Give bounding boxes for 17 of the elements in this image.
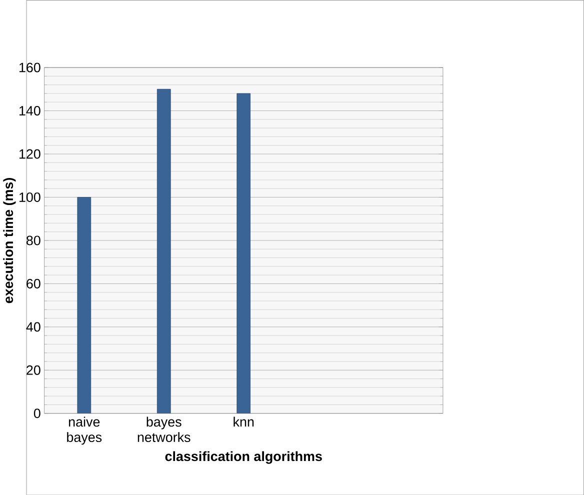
y-tick-label: 100 — [19, 192, 40, 202]
y-tick-label: 120 — [19, 149, 40, 159]
y-tick-label: 60 — [26, 278, 40, 288]
y-tick-label: 140 — [19, 106, 40, 116]
y-tick-label: 80 — [26, 236, 40, 246]
y-axis-title: execution time (ms) — [3, 178, 16, 303]
y-tick-label: 40 — [26, 322, 40, 332]
x-tick-label: bayes networks — [138, 416, 190, 442]
bar — [156, 88, 171, 414]
y-tick-label: 160 — [19, 62, 40, 72]
y-tick-label: 20 — [26, 365, 40, 375]
bar — [77, 196, 92, 414]
x-axis-title: classification algorithms — [165, 451, 322, 464]
y-tick-label: 0 — [34, 408, 40, 418]
x-tick-label: naive bayes — [67, 416, 102, 445]
x-tick-label: knn — [234, 416, 254, 426]
bar — [236, 93, 251, 414]
